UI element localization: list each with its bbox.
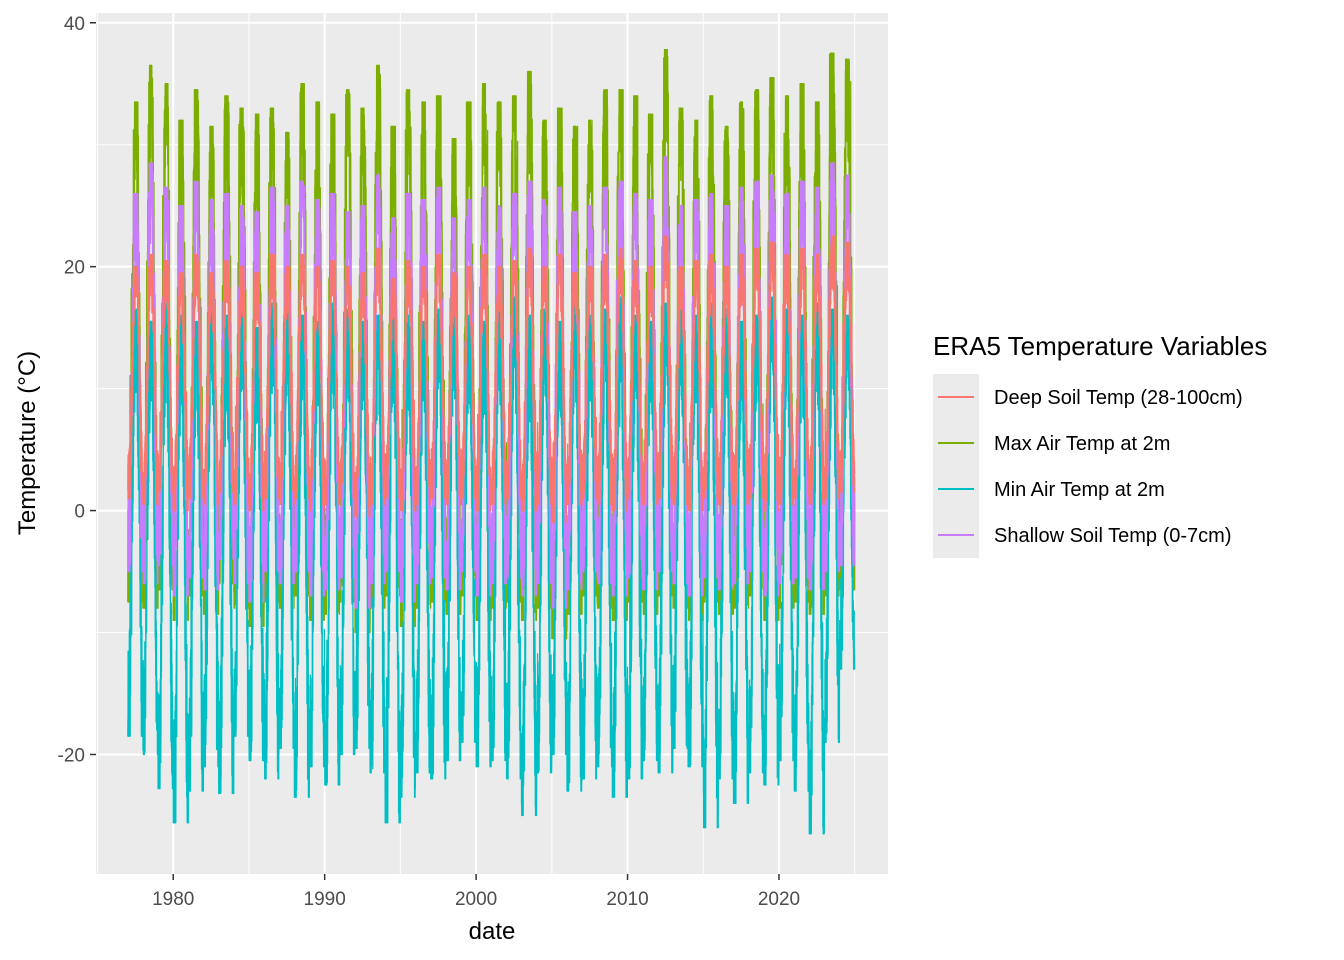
series-line — [127, 235, 856, 524]
legend-label: Shallow Soil Temp (0-7cm) — [994, 525, 1232, 547]
x-tick-label: 2020 — [758, 889, 800, 910]
series-line — [127, 296, 856, 835]
legend-label: Max Air Temp at 2m — [994, 433, 1170, 455]
axes-layer: 1980 1990 2000 2010 2020 -20 0 20 40 — [58, 14, 801, 910]
legend-items: Deep Soil Temp (28-100cm) Max Air Temp at… — [933, 374, 1243, 558]
legend-title: ERA5 Temperature Variables — [933, 331, 1267, 361]
legend: ERA5 Temperature Variables Deep Soil Tem… — [933, 331, 1267, 558]
y-tick-label: 0 — [74, 502, 85, 523]
y-tick-label: -20 — [58, 745, 85, 766]
y-tick-label: 40 — [64, 14, 85, 35]
x-tick-label: 2000 — [455, 889, 497, 910]
y-tick-label: 20 — [64, 258, 85, 279]
series-line — [127, 156, 856, 609]
legend-label: Min Air Temp at 2m — [994, 479, 1165, 501]
x-tick-label: 2010 — [606, 889, 648, 910]
y-axis-title: Temperature (°C) — [14, 351, 41, 535]
legend-label: Deep Soil Temp (28-100cm) — [994, 387, 1243, 409]
series-layer — [127, 48, 856, 835]
x-tick-label: 1980 — [152, 889, 194, 910]
x-tick-label: 1990 — [304, 889, 346, 910]
x-axis-title: date — [469, 918, 516, 945]
